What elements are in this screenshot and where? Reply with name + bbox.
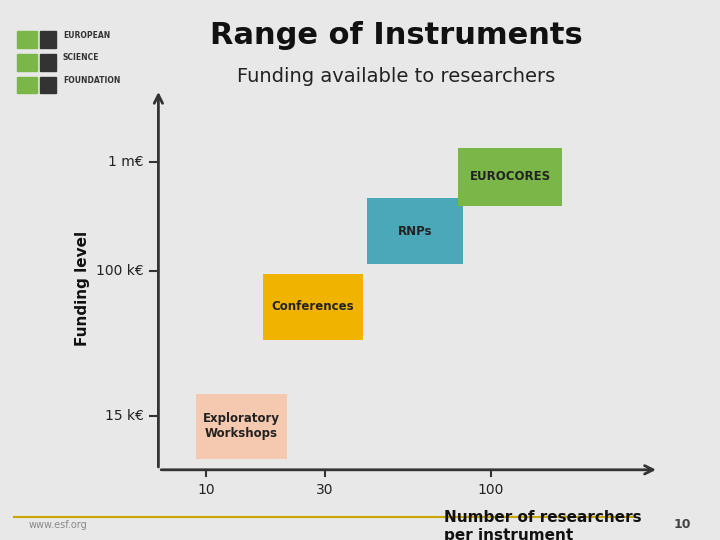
FancyBboxPatch shape bbox=[197, 394, 287, 459]
Text: 10: 10 bbox=[674, 518, 691, 531]
Bar bbox=[17, 77, 37, 93]
Bar bbox=[17, 31, 37, 48]
Text: 100 k€: 100 k€ bbox=[96, 264, 144, 278]
Text: Conferences: Conferences bbox=[271, 300, 354, 314]
Text: Range of Instruments: Range of Instruments bbox=[210, 21, 582, 50]
Text: www.esf.org: www.esf.org bbox=[29, 520, 88, 530]
Text: EUROPEAN: EUROPEAN bbox=[63, 31, 110, 40]
Bar bbox=[17, 54, 37, 71]
Text: 100: 100 bbox=[478, 483, 504, 497]
Text: FOUNDATION: FOUNDATION bbox=[63, 76, 120, 85]
Text: 1 m€: 1 m€ bbox=[109, 156, 144, 169]
Text: EUROCORES: EUROCORES bbox=[469, 170, 551, 183]
Bar bbox=[40, 77, 56, 93]
FancyBboxPatch shape bbox=[263, 274, 363, 340]
Text: 30: 30 bbox=[316, 483, 333, 497]
Bar bbox=[40, 54, 56, 71]
Text: 15 k€: 15 k€ bbox=[105, 409, 144, 422]
Text: SCIENCE: SCIENCE bbox=[63, 53, 99, 63]
Text: Funding available to researchers: Funding available to researchers bbox=[237, 67, 555, 86]
Text: Number of researchers
per instrument: Number of researchers per instrument bbox=[444, 510, 641, 540]
Text: Exploratory
Workshops: Exploratory Workshops bbox=[203, 413, 280, 441]
Text: Funding level: Funding level bbox=[76, 231, 90, 347]
Bar bbox=[40, 31, 56, 48]
Text: RNPs: RNPs bbox=[397, 225, 432, 238]
FancyBboxPatch shape bbox=[367, 198, 462, 264]
FancyBboxPatch shape bbox=[458, 148, 562, 206]
Text: 10: 10 bbox=[197, 483, 215, 497]
